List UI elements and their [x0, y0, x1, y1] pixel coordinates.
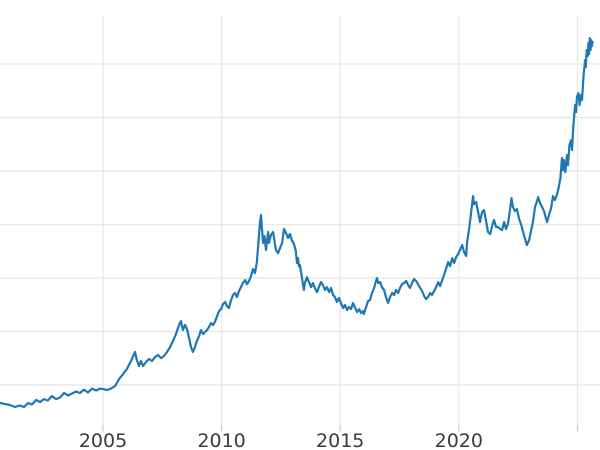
x-tick-label: 2005: [79, 430, 127, 450]
x-tick-label: 2010: [197, 430, 245, 450]
x-axis-ticks: [102, 425, 579, 432]
horizontal-gridlines: [0, 63, 600, 386]
x-tick-label: 2015: [316, 430, 364, 450]
vertical-gridlines: [102, 15, 579, 425]
series-path-price: [0, 37, 594, 409]
price-series-line: [0, 37, 594, 409]
x-axis-tick-labels: 2005 2010 2015 2020: [79, 430, 483, 450]
x-tick-label: 2020: [435, 430, 483, 450]
